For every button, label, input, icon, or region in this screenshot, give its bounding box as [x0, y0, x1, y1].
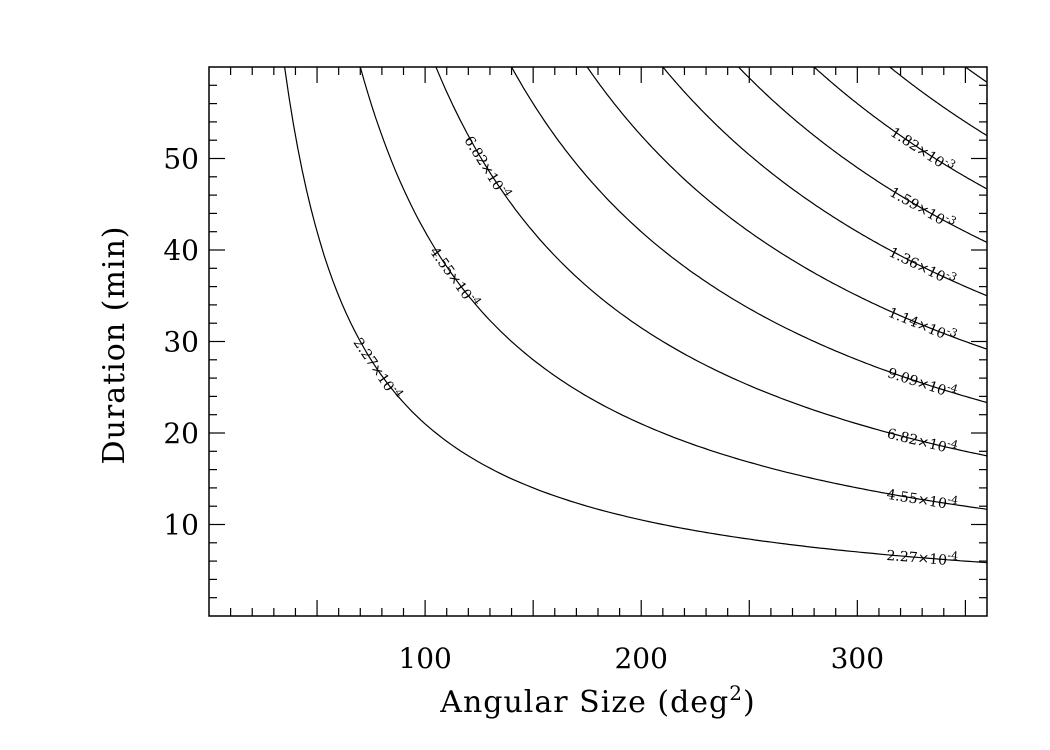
y-tick-label: 50 [163, 143, 199, 176]
contour-line [813, 66, 988, 190]
contour-line [284, 66, 988, 564]
x-tick-label: 100 [398, 642, 451, 675]
tick-labels: 100 200 300 10 20 30 40 50 [163, 143, 884, 676]
x-tick-label: 300 [831, 642, 884, 675]
contour-label: 4.55×10-4 [426, 242, 484, 312]
contour-label: 6.82×10-4 [460, 131, 515, 202]
contour-line [511, 66, 988, 404]
y-axis-label: Duration (min) [97, 226, 132, 465]
contour-line [889, 66, 988, 137]
contour-line [964, 66, 988, 83]
y-tick-label: 20 [163, 417, 199, 450]
contour-lines [284, 66, 988, 564]
y-tick-label: 30 [163, 326, 199, 359]
contour-labels: 2.27×10-4 4.55×10-4 6.82×10-4 9.09×10-4 1.14… [350, 121, 960, 570]
x-tick-label: 200 [614, 642, 667, 675]
contour-line [586, 66, 988, 350]
y-tick-label: 40 [163, 234, 199, 267]
y-tick-label: 10 [163, 509, 199, 542]
contour-line [359, 66, 988, 510]
contour-label: 1.82×10-3 [887, 121, 958, 177]
contour-line [662, 66, 988, 297]
axis-ticks [209, 67, 987, 616]
contour-label: 1.59×10-3 [887, 181, 959, 234]
contour-label: 1.14×10-3 [886, 301, 960, 347]
contour-label: 4.55×10-4 [885, 483, 959, 514]
contour-line [738, 66, 988, 243]
contour-label: 9.09×10-4 [885, 362, 959, 403]
plot-frame [208, 66, 988, 617]
contour-label: 2.27×10-4 [886, 544, 959, 570]
x-axis-label: Angular Size (deg2) [439, 681, 755, 720]
contour-line [435, 66, 988, 457]
contour-label: 2.27×10-4 [350, 333, 407, 403]
contour-label: 6.82×10-4 [885, 422, 959, 458]
contour-label: 1.36×10-3 [886, 241, 959, 290]
